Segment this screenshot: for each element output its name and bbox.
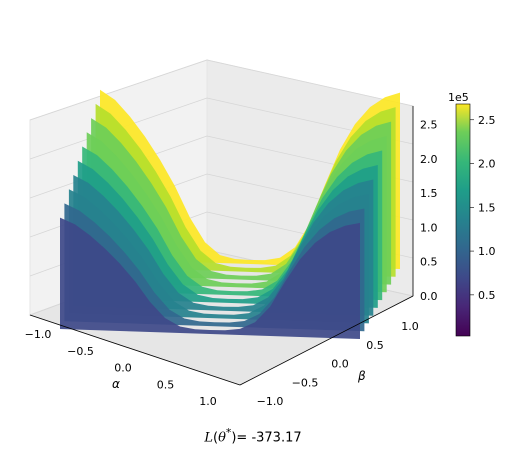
colorbar-tick-label: 1.5	[478, 201, 496, 214]
colorbar-tick-label: 0.5	[478, 289, 496, 302]
colorbar-tick-label: 1.0	[478, 245, 496, 258]
y-tick-labels: −1.0 −0.5 0.0 0.5 1.0	[257, 320, 419, 408]
colorbar-tick-label: 2.5	[478, 114, 496, 127]
grid-line	[29, 59, 208, 121]
colorbar-tick-label: 2.0	[478, 158, 496, 171]
colorbar	[455, 103, 471, 337]
loss-surface	[60, 89, 400, 339]
z-tick-label: 2.5	[420, 119, 438, 132]
y-tick-label: −1.0	[257, 395, 284, 408]
grid-line	[206, 59, 414, 107]
x-tick-label: 0.5	[157, 378, 175, 391]
x-axis-line	[29, 314, 241, 386]
z-tick-label: 1.5	[420, 187, 438, 200]
y-tick-label: 1.0	[401, 320, 419, 333]
x-tick-label: −0.5	[67, 345, 94, 358]
z-offset-label: 1e5	[448, 91, 469, 104]
y-tick-label: −0.5	[292, 376, 319, 389]
y-axis-line	[239, 295, 414, 386]
y-tick-label: 0.0	[331, 358, 349, 371]
y-tick-label: 0.5	[366, 339, 384, 352]
loss-value: -373.17	[251, 430, 302, 446]
z-tick-label: 2.0	[420, 153, 438, 166]
surface-band	[60, 217, 360, 339]
x-tick-labels: −1.0 −0.5 0.0 0.5 1.0	[25, 328, 217, 408]
x-tick-label: 0.0	[114, 362, 132, 375]
z-tick-label: 0.5	[420, 256, 438, 269]
z-tick-label: 1.0	[420, 221, 438, 234]
x-tick-label: 1.0	[199, 395, 217, 408]
y-axis-label: β	[357, 369, 366, 383]
colorbar-ticks: 0.5 1.0 1.5 2.0 2.5	[470, 114, 496, 302]
z-tick-labels: 0.0 0.5 1.0 1.5 2.0 2.5	[420, 119, 438, 303]
z-tick-label: 0.0	[420, 290, 438, 303]
x-tick-label: −1.0	[25, 328, 52, 341]
loss-value-label: L(θ*)= -373.17	[204, 426, 302, 446]
x-axis-label: α	[112, 377, 120, 391]
